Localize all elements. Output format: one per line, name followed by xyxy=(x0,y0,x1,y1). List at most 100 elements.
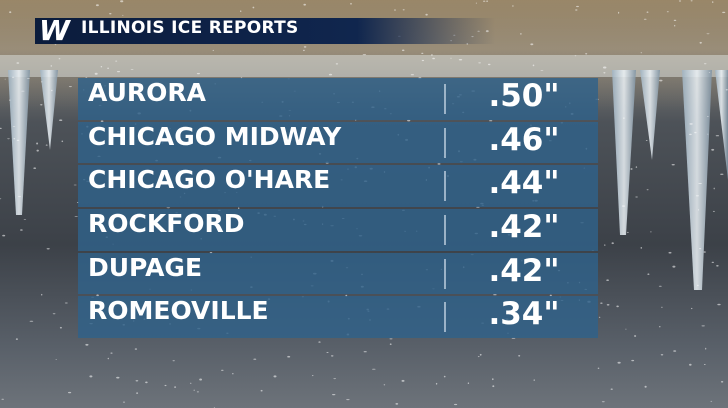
snowflake xyxy=(135,380,139,382)
snowflake xyxy=(425,13,428,16)
snowflake xyxy=(689,363,692,366)
snowflake xyxy=(421,52,424,55)
snowflake xyxy=(533,379,535,381)
snowflake xyxy=(644,385,647,388)
snowflake xyxy=(58,58,61,60)
icicle xyxy=(612,70,636,235)
location-cell: AURORA xyxy=(88,78,206,107)
snowflake xyxy=(9,11,12,14)
snowflake xyxy=(130,69,134,70)
table-row: AURORA .50" xyxy=(78,78,598,120)
table-row: DUPAGE .42" xyxy=(78,252,598,295)
snowflake xyxy=(107,357,110,360)
icicle xyxy=(8,70,30,215)
snowflake xyxy=(435,382,438,385)
snowflake xyxy=(492,385,495,388)
snowflake xyxy=(26,78,30,79)
snowflake xyxy=(4,78,6,80)
snowflake xyxy=(699,41,702,44)
snowflake xyxy=(73,184,77,186)
snowflake xyxy=(401,379,405,382)
snowflake xyxy=(432,57,435,60)
icicle xyxy=(682,70,712,290)
snowflake xyxy=(710,400,713,402)
icicle xyxy=(715,70,728,180)
snowflake xyxy=(646,11,649,13)
snowflake xyxy=(661,306,663,308)
snowflake xyxy=(479,353,482,356)
snowflake xyxy=(668,251,672,254)
snowflake xyxy=(703,63,707,65)
snowflake xyxy=(645,140,648,141)
snowflake xyxy=(59,326,62,329)
snowflake xyxy=(362,54,367,56)
snowflake xyxy=(240,10,242,12)
snowflake xyxy=(678,0,682,2)
snowflake xyxy=(707,116,709,117)
snowflake xyxy=(699,248,702,250)
snowflake xyxy=(477,356,480,358)
snowflake xyxy=(212,49,214,51)
snowflake xyxy=(145,381,148,384)
snowflake xyxy=(722,11,726,14)
snowflake xyxy=(238,207,240,209)
snowflake xyxy=(540,70,544,71)
snowflake xyxy=(707,133,709,135)
snowflake xyxy=(618,11,620,14)
snowflake xyxy=(52,313,56,315)
snowflake xyxy=(9,99,11,101)
snowflake xyxy=(478,62,481,64)
snowflake xyxy=(253,358,257,360)
icicle xyxy=(640,70,660,160)
snowflake xyxy=(40,104,43,106)
snowflake xyxy=(136,392,139,394)
snowflake xyxy=(345,294,348,297)
snowflake xyxy=(407,119,411,122)
snowflake xyxy=(712,210,715,212)
snowflake xyxy=(346,399,350,401)
snowflake xyxy=(1,398,4,400)
snowflake xyxy=(61,140,64,143)
location-cell: ROCKFORD xyxy=(88,209,245,238)
snowflake xyxy=(68,391,72,394)
snowflake xyxy=(635,196,638,198)
snowflake xyxy=(383,384,386,386)
snowflake xyxy=(574,55,577,57)
snowflake xyxy=(454,403,458,406)
snowflake xyxy=(252,6,255,9)
snowflake xyxy=(625,328,627,330)
snowflake xyxy=(475,2,477,4)
snowflake xyxy=(109,13,112,15)
snowflake xyxy=(401,49,405,52)
ice-report-table: AURORA .50" CHICAGO MIDWAY .46" CHICAGO O'HA… xyxy=(78,78,598,340)
snowflake xyxy=(421,59,425,62)
amount-cell: .42" xyxy=(488,252,560,289)
table-row: CHICAGO MIDWAY .46" xyxy=(78,121,598,164)
snowflake xyxy=(708,72,711,73)
snowflake xyxy=(0,198,2,200)
snowflake xyxy=(458,59,463,61)
snowflake xyxy=(437,163,441,165)
snowflake xyxy=(372,368,376,370)
snowflake xyxy=(55,359,57,360)
table-row: CHICAGO O'HARE .44" xyxy=(78,165,598,207)
snowflake xyxy=(549,294,552,297)
logo: W xyxy=(39,14,70,47)
snowflake xyxy=(483,0,486,2)
snowflake xyxy=(672,265,676,268)
amount-cell: .34" xyxy=(488,296,560,333)
snowflake xyxy=(659,326,661,328)
snowflake xyxy=(328,73,333,76)
amount-cell: .46" xyxy=(488,121,560,158)
snowflake xyxy=(512,5,514,7)
ice-edge xyxy=(0,55,728,77)
snowflake xyxy=(199,378,203,381)
snowflake xyxy=(720,381,724,383)
snowflake xyxy=(530,43,534,46)
header-bar: W ILLINOIS ICE REPORTS xyxy=(35,14,495,47)
column-divider xyxy=(444,84,446,114)
snowflake xyxy=(717,303,721,306)
snowflake xyxy=(603,72,606,74)
snowflake xyxy=(189,382,192,384)
snowflake xyxy=(617,361,621,364)
